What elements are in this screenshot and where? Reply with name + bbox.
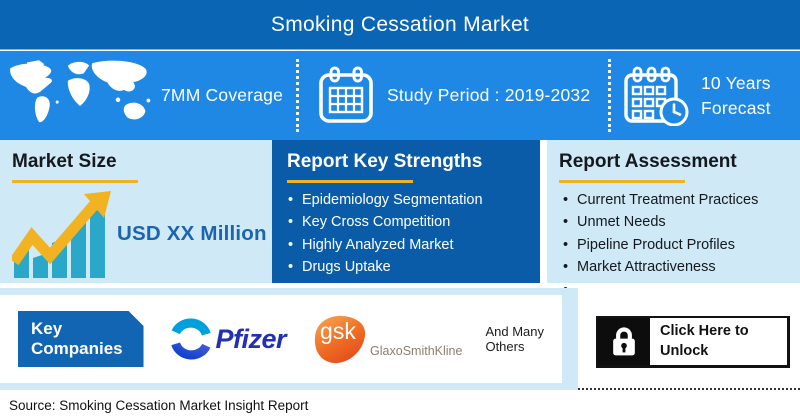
key-companies-section: Key Companies Pfizer [0, 288, 578, 390]
accent-rule [559, 180, 685, 183]
accent-rule [12, 180, 138, 183]
list-item: Highly Analyzed Market [287, 234, 532, 257]
key-companies-tag: Key Companies [18, 311, 144, 367]
list-item: Current Treatment Practices [562, 189, 792, 212]
info-band: 7MM Coverage Study Period : 2019-2032 [0, 51, 800, 140]
gsk-monogram: gsk [320, 317, 356, 344]
list-item: Pipeline Product Profiles [562, 234, 792, 257]
lock-icon [613, 326, 635, 355]
list-item: Drugs Uptake [287, 256, 532, 279]
unlock-section: Click Here to Unlock [578, 283, 800, 390]
forecast-label: 10 Years Forecast [701, 73, 771, 118]
gsk-blob-icon: gsk [312, 313, 369, 366]
growth-chart-icon [12, 191, 111, 278]
market-size-panel: Market Size USD XX Million [0, 140, 272, 283]
list-item: Key Cross Competition [287, 211, 532, 234]
list-item: Unmet Needs [562, 211, 792, 234]
dotted-divider [296, 59, 299, 132]
pfizer-swirl-icon [170, 318, 211, 360]
lock-icon-box [598, 318, 650, 365]
unlock-button[interactable]: Click Here to Unlock [596, 316, 790, 368]
market-size-value: USD XX Million [117, 222, 267, 245]
world-map-icon [10, 60, 151, 123]
page-title: Smoking Cessation Market [270, 12, 530, 36]
footer: Source: Smoking Cessation Market Insight… [0, 390, 800, 420]
gsk-wordmark: GlaxoSmithKline [370, 343, 463, 358]
report-assessment-heading: Report Assessment [559, 151, 737, 172]
source-text: Source: Smoking Cessation Market Insight… [9, 397, 309, 413]
accent-rule [287, 180, 413, 183]
title-bar: Smoking Cessation Market [0, 0, 800, 50]
calendar-clock-icon [624, 66, 689, 126]
list-item: Market Attractiveness [562, 256, 792, 279]
dotted-divider [608, 59, 611, 132]
pfizer-wordmark: Pfizer [215, 323, 287, 354]
and-many-others-label: And Many Others [485, 324, 544, 354]
calendar-icon [319, 66, 373, 123]
gsk-logo: gsk GlaxoSmithKline [312, 313, 462, 366]
key-strengths-list: Epidemiology Segmentation Key Cross Comp… [272, 189, 540, 279]
coverage-label: 7MM Coverage [161, 85, 284, 105]
key-companies-panel: Key Companies Pfizer [0, 295, 562, 383]
list-item: Epidemiology Segmentation [287, 189, 532, 212]
report-key-strengths-panel: Report Key Strengths Epidemiology Segmen… [272, 140, 540, 283]
market-size-heading: Market Size [12, 151, 117, 172]
pfizer-logo: Pfizer [169, 317, 287, 361]
report-assessment-panel: Report Assessment Current Treatment Prac… [547, 140, 800, 301]
unlock-button-label: Click Here to Unlock [660, 322, 749, 359]
key-strengths-heading: Report Key Strengths [287, 151, 483, 172]
study-period-label: Study Period : 2019-2032 [387, 85, 591, 105]
